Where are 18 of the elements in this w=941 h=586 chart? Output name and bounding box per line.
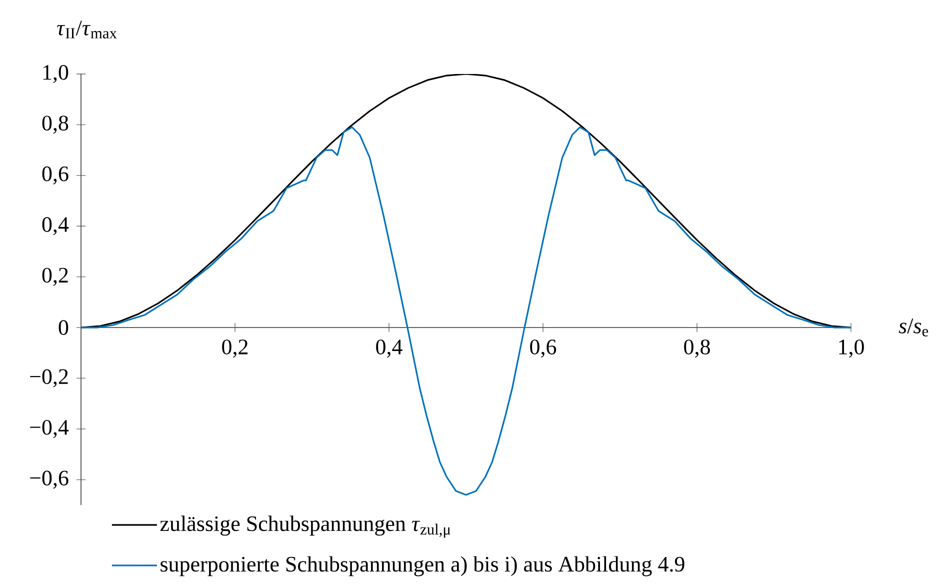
legend-label: superponierte Schubspannungen a) bis i) aus Abbildung 4.9 <box>160 556 684 576</box>
x-tick-label: 0,4 <box>376 340 402 358</box>
y-tick-label: −0,6 <box>30 470 68 489</box>
y-tick-label: −0,2 <box>30 369 68 388</box>
y-tick-label: 0,4 <box>42 217 69 236</box>
y-tick-label: 0,6 <box>42 166 68 184</box>
y-tick-label: −0,4 <box>30 420 69 438</box>
y-tick-label: 0,8 <box>42 116 68 134</box>
x-tick-label: 0,2 <box>222 340 248 358</box>
legend-label: zulässige Schubspannungen τ$_{zul,μ}$ <box>160 516 450 538</box>
x-tick-label: 1,0 <box>839 340 864 358</box>
y-axis-title: τ$_{II}$/τ$_{max}$ <box>57 20 117 38</box>
y-tick-label: 1,0 <box>43 64 68 84</box>
x-tick-label: 0,8 <box>684 340 710 358</box>
x-axis-title: s/s$_{e}$ <box>898 318 928 336</box>
x-tick-label: 0,6 <box>530 340 556 358</box>
y-tick-label: 0 <box>58 320 68 335</box>
y-tick-label: 0,2 <box>42 268 68 286</box>
